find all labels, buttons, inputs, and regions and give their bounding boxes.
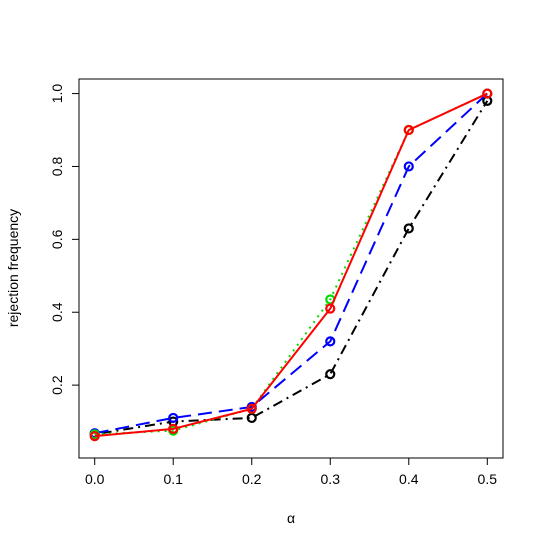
point (325, 336, 336, 347)
x-tick-label: 0.1 (163, 471, 183, 487)
point (246, 412, 257, 424)
x-tick-label: 0.2 (242, 471, 262, 487)
point (168, 423, 179, 434)
y-tick-label: 0.4 (49, 302, 65, 322)
point (403, 161, 414, 172)
series-line (94, 100, 489, 436)
series-line (94, 92, 488, 438)
point (168, 412, 179, 424)
x-tick-label: 0.4 (399, 471, 419, 487)
x-tick-label: 0.5 (478, 471, 498, 487)
x-axis-label: α (287, 510, 295, 526)
point (325, 369, 336, 380)
y-axis-label: rejection frequency (5, 209, 21, 327)
point (482, 88, 493, 99)
x-tick-label: 0.0 (85, 471, 105, 487)
point (403, 124, 414, 136)
point (89, 431, 100, 442)
y-tick-label: 1.0 (49, 84, 65, 104)
series-line (94, 92, 488, 436)
plot-box (78, 78, 504, 459)
point (403, 223, 414, 234)
y-tick-label: 0.6 (49, 229, 65, 249)
point (246, 403, 257, 414)
y-tick-label: 0.8 (49, 157, 65, 177)
x-tick-label: 0.3 (321, 471, 341, 487)
series-line (94, 92, 488, 435)
point (325, 303, 336, 314)
y-tick-label: 0.2 (49, 375, 65, 395)
